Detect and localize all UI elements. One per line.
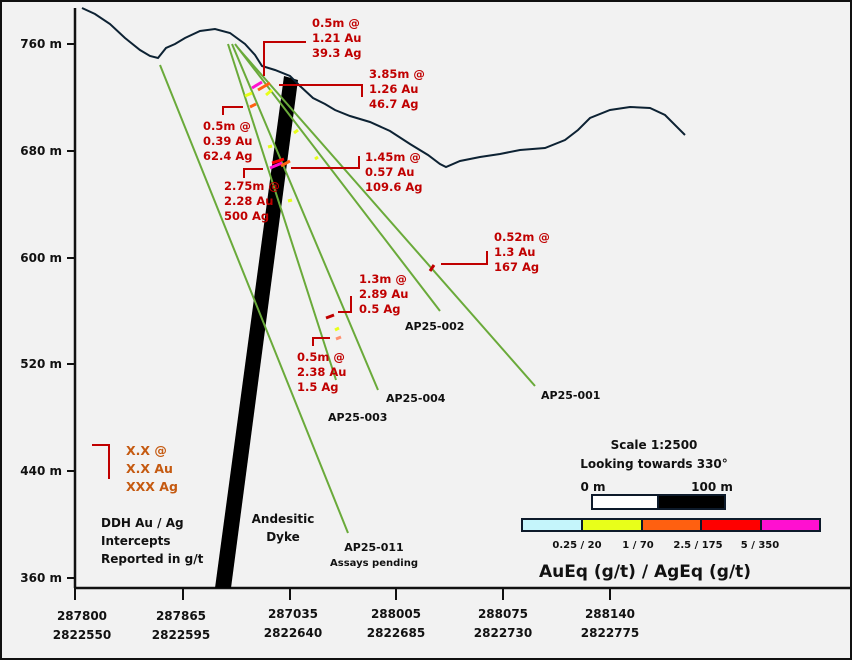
x-tick-easting: 288005 [371, 607, 421, 621]
svg-text:167 Ag: 167 Ag [494, 260, 539, 274]
y-tick-label: 360 m [20, 571, 62, 585]
intercept-label: 0.5m @ 2.38 Au 1.5 Ag [297, 350, 346, 394]
topography-line [81, 7, 686, 169]
svg-text:2.38 Au: 2.38 Au [297, 365, 346, 379]
svg-text:2.28 Au: 2.28 Au [224, 194, 273, 208]
legend-description: DDH Au / Ag Intercepts Reported in g/t [101, 516, 204, 566]
x-tick-northing: 2822685 [367, 626, 425, 640]
svg-text:0.5 Ag: 0.5 Ag [359, 302, 401, 316]
svg-text:0.5m @: 0.5m @ [312, 16, 360, 30]
svg-text:Dyke: Dyke [266, 530, 300, 544]
scale-label: Scale 1:2500 [611, 438, 698, 452]
svg-text:Andesitic: Andesitic [252, 512, 315, 526]
svg-text:2.89 Au: 2.89 Au [359, 287, 408, 301]
y-tick-label: 600 m [20, 251, 62, 265]
svg-text:XXX Ag: XXX Ag [126, 479, 178, 494]
svg-text:0.57 Au: 0.57 Au [365, 165, 414, 179]
svg-text:1.3 Au: 1.3 Au [494, 245, 535, 259]
svg-text:62.4 Ag: 62.4 Ag [203, 149, 253, 163]
svg-text:109.6 Ag: 109.6 Ag [365, 180, 423, 194]
scale-bar [591, 494, 726, 510]
svg-text:500 Ag: 500 Ag [224, 209, 269, 223]
view-direction: Looking towards 330° [580, 457, 728, 471]
scale-bar-start: 0 m [580, 480, 605, 494]
intercept-leaders [222, 41, 488, 346]
x-tick-northing: 2822640 [264, 626, 322, 640]
color-swatch [700, 518, 762, 532]
svg-text:Intercepts: Intercepts [101, 534, 171, 548]
intercept-label: 3.85m @ 1.26 Au 46.7 Ag [369, 67, 425, 111]
svg-text:1.45m @: 1.45m @ [365, 150, 421, 164]
drillhole-ap25-011 [159, 64, 349, 534]
x-tick-northing: 2822550 [53, 628, 111, 642]
svg-text:X.X Au: X.X Au [126, 461, 173, 476]
x-tick-northing: 2822730 [474, 626, 532, 640]
drillholes [159, 43, 536, 534]
svg-text:X.X @: X.X @ [126, 443, 167, 458]
x-tick-easting: 287800 [57, 609, 107, 623]
color-swatch [760, 518, 821, 532]
assay-intervals [244, 80, 436, 341]
intercept-label: 0.52m @ 1.3 Au 167 Ag [494, 230, 550, 274]
drillhole-ap25-004 [231, 43, 379, 391]
svg-text:1.5 Ag: 1.5 Ag [297, 380, 339, 394]
color-break: 1 / 70 [622, 540, 654, 551]
x-tick-northing: 2822775 [581, 626, 639, 640]
y-tick-label: 520 m [20, 357, 62, 371]
color-break: 2.5 / 175 [673, 540, 722, 551]
x-tick-easting: 287865 [156, 609, 206, 623]
color-swatch [581, 518, 643, 532]
svg-text:0.5m @: 0.5m @ [297, 350, 345, 364]
drillhole-label: AP25-004 [386, 392, 446, 405]
svg-text:1.21 Au: 1.21 Au [312, 31, 361, 45]
legend-leader [92, 444, 110, 479]
intercept-label: 1.45m @ 0.57 Au 109.6 Ag [365, 150, 423, 194]
x-tick-easting: 287035 [268, 607, 318, 621]
drillhole-ap25-002 [234, 43, 441, 312]
drillhole-ap25-001 [237, 47, 536, 387]
drillhole-label: AP25-001 [541, 389, 600, 402]
svg-text:DDH Au / Ag: DDH Au / Ag [101, 516, 184, 530]
drillhole-note: Assays pending [330, 558, 418, 569]
intercept-label: 0.5m @ 1.21 Au 39.3 Ag [312, 16, 362, 60]
dyke-label: Andesitic Dyke [252, 512, 315, 544]
svg-text:1.3m @: 1.3m @ [359, 272, 407, 286]
drillhole-label: AP25-011 [344, 541, 403, 554]
svg-text:0.5m @: 0.5m @ [203, 119, 251, 133]
y-tick-label: 440 m [20, 464, 62, 478]
x-tick-easting: 288140 [585, 607, 635, 621]
intercept-label: 2.75m @ 2.28 Au 500 Ag [224, 179, 280, 223]
color-break: 0.25 / 20 [552, 540, 601, 551]
y-tick-label: 680 m [20, 144, 62, 158]
drillhole-label: AP25-002 [405, 320, 464, 333]
color-swatch [521, 518, 583, 532]
y-tick-label: 760 m [20, 37, 62, 51]
svg-text:Reported in g/t: Reported in g/t [101, 552, 204, 566]
color-swatch [641, 518, 702, 532]
intercept-label: 1.3m @ 2.89 Au 0.5 Ag [359, 272, 408, 316]
color-break: 5 / 350 [741, 540, 779, 551]
x-tick-easting: 288075 [478, 607, 528, 621]
legend-example-label: X.X @ X.X Au XXX Ag [126, 443, 178, 494]
drillhole-label: AP25-003 [328, 411, 387, 424]
andesitic-dyke [215, 76, 298, 588]
color-scale [521, 518, 821, 532]
x-tick-northing: 2822595 [152, 628, 210, 642]
svg-text:39.3 Ag: 39.3 Ag [312, 46, 362, 60]
drillhole-ap25-003 [227, 43, 337, 381]
svg-text:46.7 Ag: 46.7 Ag [369, 97, 419, 111]
svg-text:2.75m @: 2.75m @ [224, 179, 280, 193]
intercept-label: 0.5m @ 0.39 Au 62.4 Ag [203, 119, 253, 163]
svg-text:0.52m @: 0.52m @ [494, 230, 550, 244]
color-scale-title: AuEq (g/t) / AgEq (g/t) [539, 562, 751, 582]
svg-text:1.26 Au: 1.26 Au [369, 82, 418, 96]
scale-bar-end: 100 m [691, 480, 733, 494]
axes: 760 m 680 m 600 m 520 m 440 m 360 m 2878… [20, 8, 850, 642]
svg-text:3.85m @: 3.85m @ [369, 67, 425, 81]
svg-text:0.39 Au: 0.39 Au [203, 134, 252, 148]
